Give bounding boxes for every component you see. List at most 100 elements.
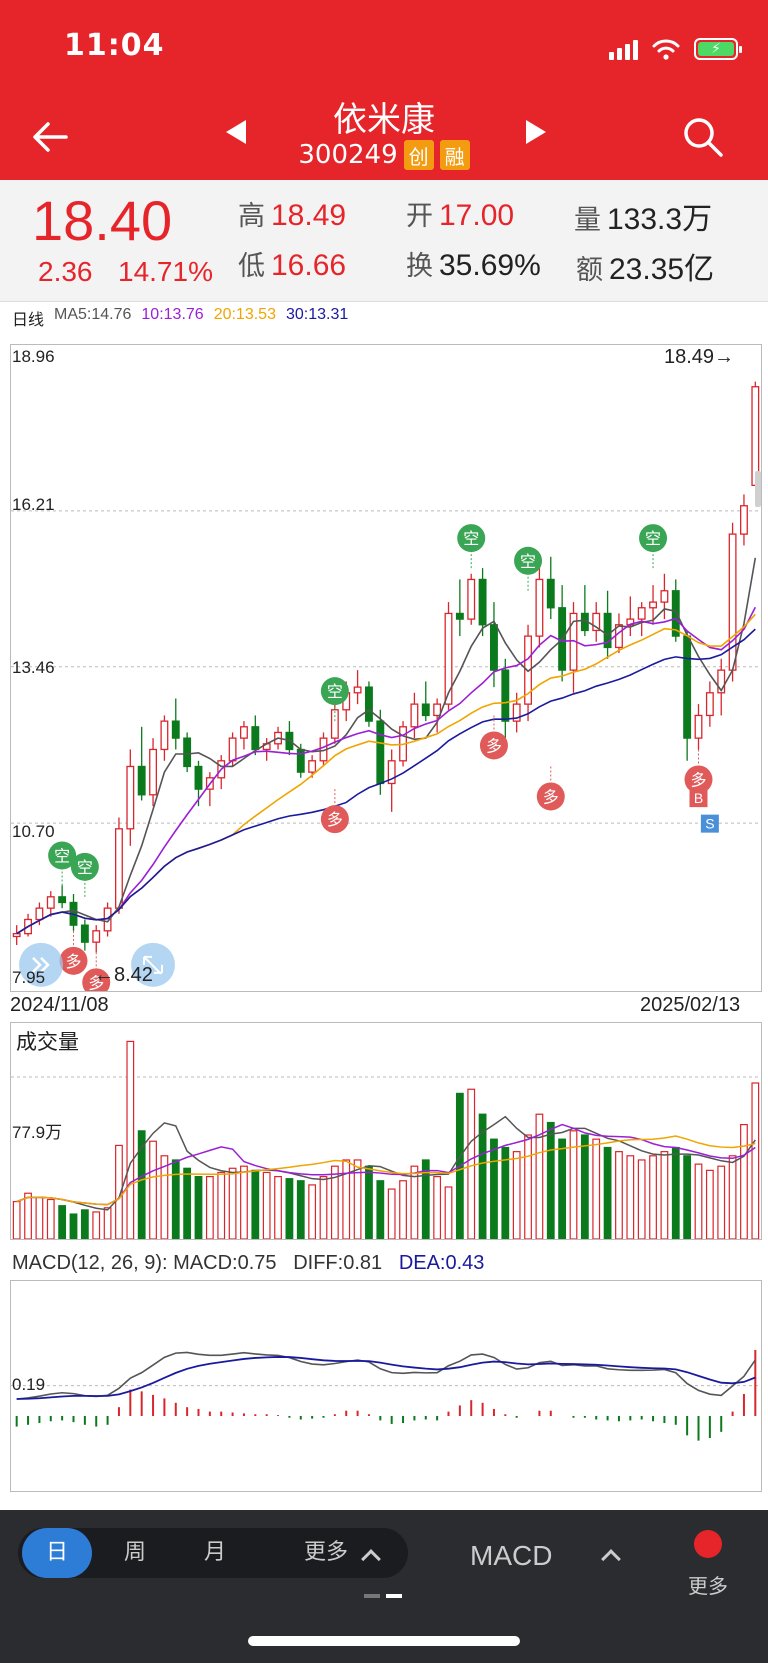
candle [683,635,692,739]
battery-icon: ⚡ [694,38,742,60]
volume-bar [717,1165,726,1240]
next-stock-button[interactable] [526,120,546,144]
signal-long-marker [684,765,713,794]
signal-empty-marker [639,524,668,553]
tab-month[interactable]: 月 [203,1540,226,1565]
macd-params: MACD(12, 26, 9): [12,1252,174,1274]
signal-empty-marker-label: 空 [327,682,343,701]
buy-label: B [694,790,703,806]
candle [740,505,748,535]
volume-bar [251,1169,260,1240]
volume-bar [433,1176,442,1240]
volume-panel[interactable] [10,1022,762,1240]
candle [46,896,55,909]
volume-bar [194,1176,203,1240]
start-date: 2024/11/08 [10,994,109,1016]
candle [376,720,385,785]
volume: 量 133.3万 [574,203,713,236]
candle [149,748,157,796]
candle [365,686,373,722]
vol-ma10-line [16,1123,756,1206]
ma5-line [16,557,757,935]
turnover-rate: 换 35.69% [406,249,541,282]
period-label: 日线 [12,312,45,329]
ma30-value: 30:13.31 [285,306,349,323]
volume-bar [399,1180,407,1240]
volume-bar [376,1180,385,1240]
volume-bar [274,1176,282,1240]
macd-value: MACD:0.75 [173,1252,277,1274]
volume-bar [92,1211,101,1240]
macd-chart[interactable] [11,1281,761,1491]
sell-box [700,814,719,833]
volume-bar [103,1207,112,1240]
volume-bar [626,1155,635,1240]
stock-code-row: 300249 创 融 [0,140,768,170]
back-arrow-icon[interactable] [26,112,76,162]
indicator-select[interactable]: MACD [470,1540,553,1571]
volume-bar [580,1134,589,1240]
signal-long-marker [536,782,565,811]
candle [671,590,680,637]
prev-stock-button[interactable] [226,120,246,144]
volume-bar [546,1121,555,1240]
volume-chart[interactable] [11,1023,761,1240]
macd-legend: MACD(12, 26, 9): MACD:0.75 DIFF:0.81 DEA… [12,1252,484,1275]
candle [455,612,464,620]
chinext-badge: 创 [403,140,434,170]
ma10-value: 10:13.76 [141,306,204,323]
candle [240,726,248,739]
open-price: 开 17.00 [406,199,515,232]
signal-empty-marker-label: 空 [520,552,536,571]
tab-week[interactable]: 周 [123,1540,146,1565]
search-icon[interactable] [680,114,726,160]
candle [637,607,646,620]
volume-bar [308,1184,317,1240]
macd-panel[interactable] [10,1280,762,1492]
candle [115,828,123,909]
volume-bar [660,1151,669,1240]
more-dot-icon[interactable] [694,1530,722,1558]
indicator-chevron-up-icon[interactable] [601,1549,621,1569]
signal-long-marker-label: 多 [327,810,343,829]
volume-bar [671,1146,680,1240]
low-price: 低 16.66 [238,249,347,282]
end-date: 2025/02/13 [640,994,741,1016]
signal-empty-marker [514,546,543,575]
ma20-value: 20:13.53 [213,306,276,323]
volume-bar [80,1209,89,1240]
volume-bar [205,1176,214,1240]
signal-long-marker [82,968,111,997]
candle [660,590,669,603]
signal-long-marker-label: 多 [88,973,104,991]
candle [12,933,21,938]
volume-bar [296,1180,305,1240]
volume-bar [228,1167,237,1240]
tab-day[interactable]: 日 [22,1528,92,1578]
candle [524,635,532,705]
y-label-2: 16.21 [12,495,55,514]
signal-empty-marker [70,852,99,881]
candle [126,765,135,830]
volume-bar [319,1176,328,1240]
candle [353,686,362,694]
volume-bar [126,1040,135,1240]
amount: 额 23.35亿 [576,253,715,286]
more-button[interactable]: 更多 [688,1574,728,1598]
scroll-handle [755,471,761,507]
candle [58,896,67,904]
signal-long-marker [479,731,508,760]
ma5-value: MA5:14.76 [54,306,132,323]
signal-empty-marker-label: 空 [77,858,93,877]
volume-bar [694,1163,703,1240]
quote-panel: 18.40 2.36 14.71% 高 18.49 开 17.00 量 133.3万 … [0,180,768,302]
tab-more[interactable]: 更多 [303,1540,348,1565]
vol-ma5-line [16,1115,756,1211]
volume-bar [217,1171,226,1240]
signal-long-marker-label: 多 [690,770,706,789]
fast-forward-glyph [32,956,50,973]
volume-bar [592,1138,601,1240]
candle [535,578,544,637]
